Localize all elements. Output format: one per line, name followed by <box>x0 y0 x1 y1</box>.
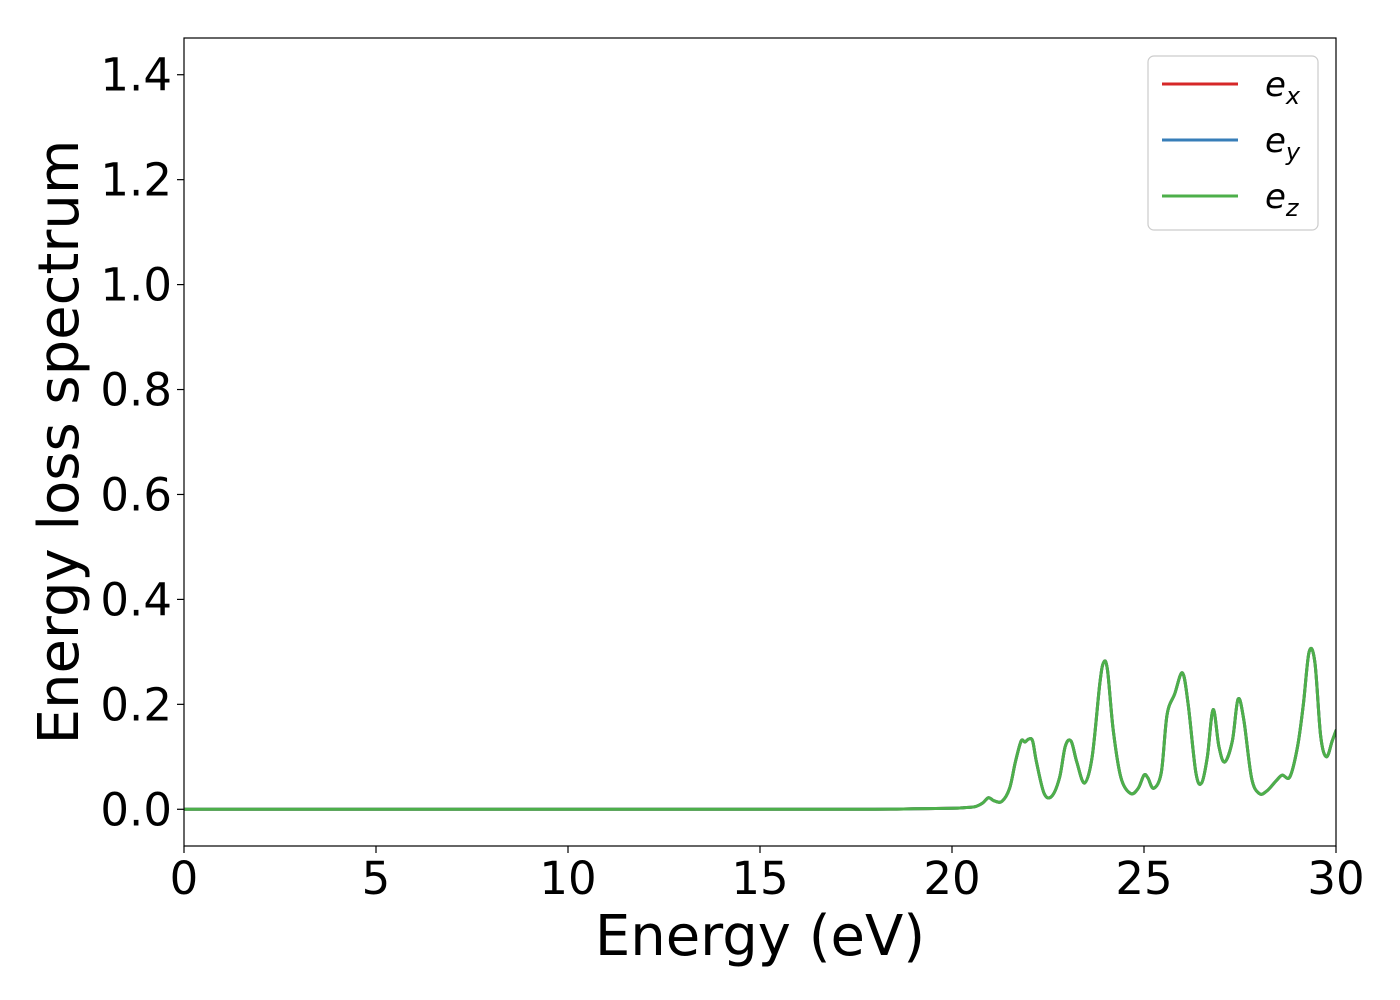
legend-label-subscript: x <box>1285 82 1301 110</box>
y-tick-label: 0.4 <box>100 573 172 626</box>
x-tick-label: 10 <box>539 852 596 905</box>
x-axis-label: Energy (eV) <box>595 904 925 969</box>
y-tick-label: 1.4 <box>100 49 172 102</box>
x-axis-ticks: 0 5 10 15 20 25 30 <box>170 846 1365 905</box>
legend-label-subscript: z <box>1285 194 1300 222</box>
series-layer <box>184 646 1336 811</box>
x-tick-label: 15 <box>731 852 788 905</box>
legend-box <box>1147 55 1319 231</box>
legend-label-base: e <box>1265 177 1286 217</box>
legend-label: ez <box>1265 177 1300 222</box>
plot-frame <box>183 37 1337 847</box>
y-tick-label: 0.0 <box>100 783 172 836</box>
y-tick-label: 0.8 <box>100 364 172 417</box>
y-tick-label: 0.2 <box>100 678 172 731</box>
x-tick-label: 0 <box>170 852 199 905</box>
x-tick-label: 25 <box>1115 852 1172 905</box>
legend-label-base: e <box>1265 121 1286 161</box>
y-axis-label: Energy loss spectrum <box>27 140 92 745</box>
legend-label: ex <box>1265 65 1301 110</box>
y-tick-label: 1.2 <box>100 154 172 207</box>
x-tick-label: 30 <box>1307 852 1364 905</box>
x-tick-label: 5 <box>362 852 391 905</box>
x-tick-label: 20 <box>923 852 980 905</box>
y-tick-label: 1.0 <box>100 259 172 312</box>
plot-area <box>184 38 1336 846</box>
legend-label: ey <box>1265 121 1301 166</box>
y-tick-label: 0.6 <box>100 468 172 521</box>
y-axis-ticks: 0.0 0.2 0.4 0.6 0.8 1.0 1.2 1.4 <box>100 49 184 836</box>
legend-label-base: e <box>1265 65 1286 105</box>
legend-label-subscript: y <box>1285 138 1301 166</box>
series-line-ez <box>184 646 1336 811</box>
